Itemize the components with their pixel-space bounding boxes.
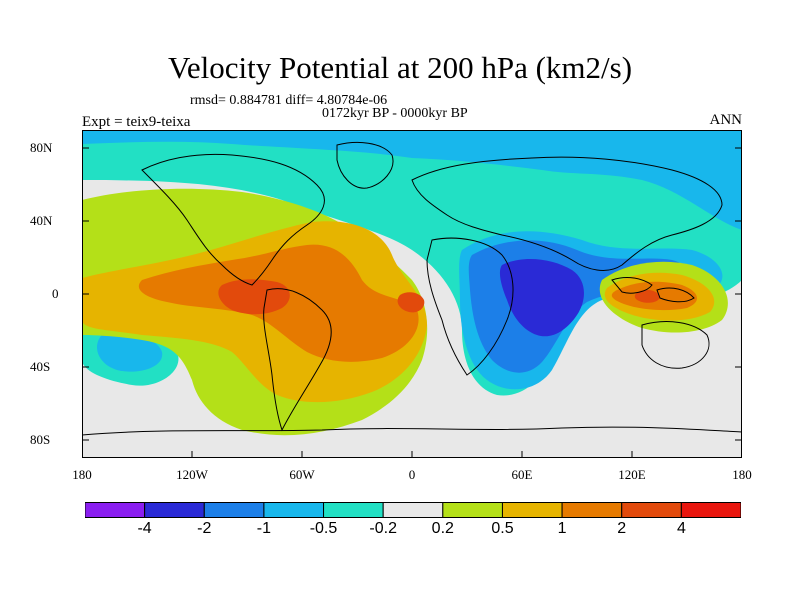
experiment-label: Expt = teix9-teixa (82, 114, 191, 130)
x-tick-180-east: 180 (732, 467, 752, 482)
colorbar-label: 0.2 (431, 520, 454, 537)
colorbar-label: 1 (557, 520, 567, 537)
stats-line: rmsd= 0.884781 diff= 4.80784e-06 (190, 93, 388, 108)
map-title: Velocity Potential at 200 hPa (km2/s) (167, 50, 633, 85)
contour-neg-0.2 (82, 130, 742, 396)
colorbar-label: 0.5 (491, 520, 514, 537)
velocity-potential-map (82, 130, 742, 458)
contour-pos-2-pacific (634, 289, 660, 303)
colorbar-label: -0.5 (309, 520, 338, 537)
colorbar-box (144, 502, 205, 518)
colorbar-box (203, 502, 265, 518)
colorbar-box (85, 502, 146, 518)
contour-neg-0.5 (82, 130, 742, 230)
y-tick-40s: 40S (30, 359, 51, 374)
colorbar-label: -1 (256, 520, 271, 537)
colorbar-box (442, 502, 503, 518)
colorbar-box (501, 502, 563, 518)
colorbar-box (323, 502, 384, 518)
colorbar-box (382, 502, 444, 518)
colorbar-box (680, 502, 741, 518)
x-tick-180-west: 180 (72, 467, 92, 482)
contour-pos-2 (218, 279, 290, 315)
y-tick-0: 0 (52, 286, 59, 301)
x-tick-120w: 120W (176, 467, 208, 482)
colorbar-box (561, 502, 623, 518)
x-tick-120e: 120E (618, 467, 646, 482)
colorbar-label: -4 (137, 520, 152, 537)
x-tick-60w: 60W (289, 467, 315, 482)
axis-ticks (82, 147, 742, 458)
y-tick-80s: 80S (30, 432, 51, 447)
y-tick-40n: 40N (30, 213, 53, 228)
colorbar-label: -2 (197, 520, 212, 537)
colorbar (85, 502, 741, 518)
colorbar-box (263, 502, 325, 518)
continent-outlines (82, 142, 742, 436)
period-line: 0172kyr BP - 0000kyr BP (322, 106, 468, 121)
season-label: ANN (709, 112, 743, 128)
x-tick-0: 0 (408, 467, 416, 482)
colorbar-label: 2 (617, 520, 627, 537)
colorbar-label: 4 (676, 520, 686, 537)
contour-neg-0.5-south (97, 333, 163, 372)
y-tick-80n: 80N (30, 140, 53, 155)
x-tick-60e: 60E (511, 467, 533, 482)
colorbar-box (621, 502, 682, 518)
contour-neg-2 (499, 258, 584, 337)
contour-pos-2-atlantic (397, 292, 425, 313)
colorbar-label: -0.2 (369, 520, 397, 537)
